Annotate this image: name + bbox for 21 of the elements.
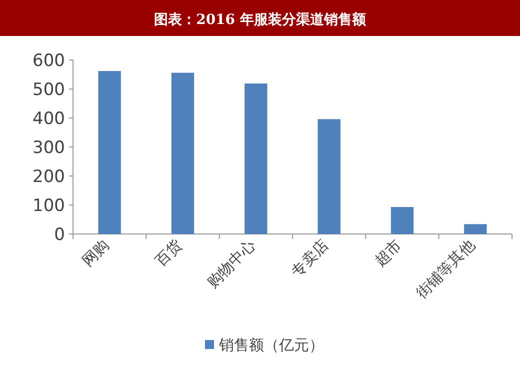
chart-title: 图表：2016 年服装分渠道销售额 [154,11,367,28]
y-tick-label: 0 [54,225,65,245]
y-tick-label: 100 [32,196,65,216]
bar [464,224,487,234]
y-tick-label: 200 [32,167,65,187]
x-tick-label: 网购 [78,236,112,270]
x-tick-label: 百货 [152,236,186,270]
y-tick-label: 600 [32,51,65,71]
x-tick-label: 超市 [371,236,406,270]
x-tick-label: 购物中心 [204,236,259,292]
bar [171,72,194,234]
y-tick-label: 400 [32,109,65,129]
bar [318,119,340,234]
y-tick-label: 300 [32,138,65,158]
x-tick-label: 专卖店 [287,236,332,281]
y-tick-label: 500 [32,80,65,100]
legend-label: 销售额（亿元） [218,336,324,354]
bar [390,207,414,234]
bar [244,83,268,234]
x-tick-label: 街铺等其他 [412,236,478,302]
bar [98,71,121,234]
